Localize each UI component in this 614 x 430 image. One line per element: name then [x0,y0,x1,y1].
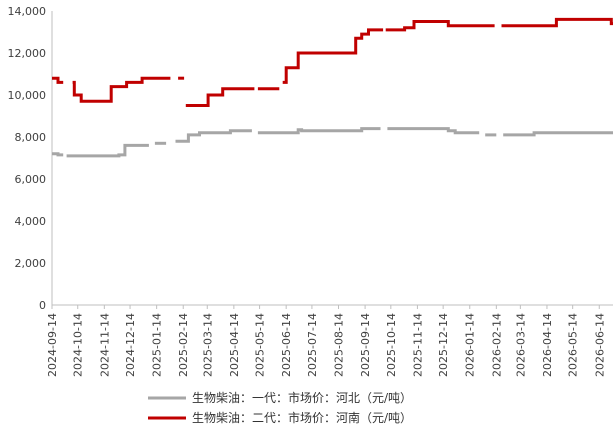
y-tick-label: 8,000 [15,131,47,144]
x-axis: 2024-09-14 2024-10-14 2024-11-14 2024-12-14… [46,304,613,377]
series-1-segment [257,127,381,135]
y-tick-label: 14,000 [8,5,47,18]
x-tick-label: 2024-10-14 [72,313,85,377]
series-2-segment [501,17,613,28]
series-2-segment [185,87,255,107]
x-tick-label: 2025-04-14 [228,313,241,377]
x-tick-label: 2025-11-14 [411,313,424,377]
legend-label-series-1: 生物柴油：一代：市场价：河北（元/吨） [192,390,412,405]
y-tick-label: 12,000 [8,47,47,60]
series-2 [52,17,613,107]
x-tick-label: 2025-01-14 [151,313,164,377]
x-tick-label: 2026-02-14 [490,313,503,377]
x-tick-label: 2025-07-14 [306,313,319,377]
series-1-segment [66,143,149,158]
series-2-segment [385,20,495,32]
series-1 [52,127,613,158]
x-tick-label: 2025-05-14 [254,313,267,377]
y-tick-label: 0 [39,299,46,312]
series-2-segment [282,28,384,84]
x-tick-label: 2026-05-14 [567,313,580,377]
x-tick-label: 2024-11-14 [98,313,111,377]
x-tick-label: 2025-09-14 [359,313,372,377]
x-tick-label: 2025-08-14 [333,313,346,377]
series-1-segment [387,127,480,135]
series-2-segment [52,76,64,84]
series-layer [52,17,613,158]
x-tick-label: 2025-12-14 [437,313,450,377]
x-tick-label: 2026-01-14 [464,313,477,377]
x-tick-label: 2025-02-14 [177,313,190,377]
legend-label-series-2: 生物柴油：二代：市场价：河南（元/吨） [192,410,412,425]
series-2-segment [72,76,171,103]
x-tick-label: 2026-04-14 [541,313,554,377]
y-tick-label: 2,000 [15,257,47,270]
series-1-segment [503,131,613,137]
y-axis: 0 2,000 4,000 6,000 8,000 10,000 12,000 14,000 [8,5,53,312]
x-tick-label: 2025-03-14 [201,313,214,377]
x-tick-label: 2025-06-14 [280,313,293,377]
x-tick-label: 2026-06-14 [593,313,606,377]
y-tick-label: 4,000 [15,215,47,228]
x-tick-label: 2024-09-14 [46,313,59,377]
x-tick-label: 2025-10-14 [385,313,398,377]
series-1-segment [175,129,252,143]
x-tick-label: 2024-12-14 [124,313,137,377]
y-tick-label: 10,000 [8,89,47,102]
series-1-segment [52,152,64,157]
x-tick-label: 2026-03-14 [514,313,527,377]
y-tick-label: 6,000 [15,173,47,186]
legend: 生物柴油：一代：市场价：河北（元/吨） 生物柴油：二代：市场价：河南（元/吨） [148,390,412,425]
